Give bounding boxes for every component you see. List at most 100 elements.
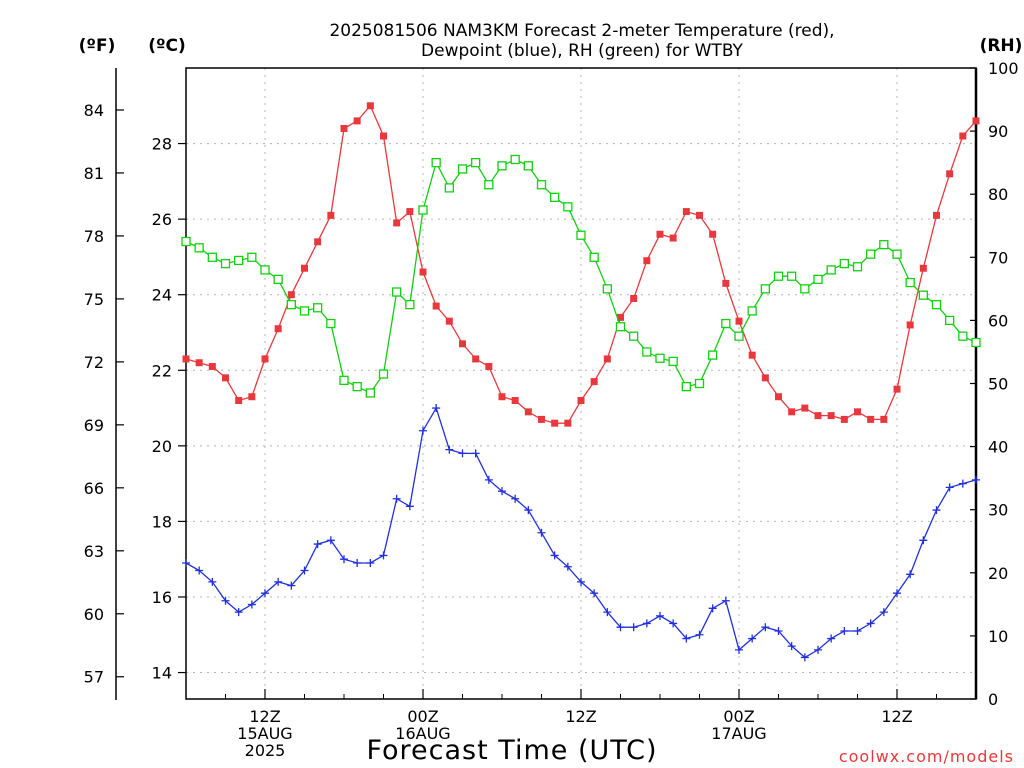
data-point-dewpoint xyxy=(853,626,862,635)
rh-tick-label: 70 xyxy=(988,248,1008,267)
data-point-temperature xyxy=(380,132,387,140)
data-point-dewpoint xyxy=(458,449,467,458)
data-point-dewpoint xyxy=(432,404,441,413)
data-point-temperature xyxy=(656,230,664,238)
data-point-temperature xyxy=(827,412,835,420)
data-point-rh xyxy=(642,347,652,357)
celsius-tick-label: 26 xyxy=(152,210,172,229)
data-point-dewpoint xyxy=(787,642,796,651)
data-point-temperature xyxy=(287,291,295,299)
data-point-dewpoint xyxy=(208,577,217,586)
data-point-dewpoint xyxy=(945,483,954,492)
fahrenheit-tick-label: 75 xyxy=(84,290,104,309)
data-point-temperature xyxy=(933,211,940,219)
data-point-temperature xyxy=(577,397,585,405)
data-point-temperature xyxy=(235,397,243,405)
data-point-dewpoint xyxy=(313,540,322,549)
data-point-temperature xyxy=(498,393,506,401)
x-tick-label: 00Z xyxy=(723,707,754,726)
data-point-temperature xyxy=(682,208,690,216)
fahrenheit-tick-label: 84 xyxy=(84,101,104,120)
data-point-temperature xyxy=(222,374,229,382)
data-point-temperature xyxy=(617,313,624,321)
data-point-rh xyxy=(576,230,586,240)
data-point-temperature xyxy=(366,102,374,110)
data-point-dewpoint xyxy=(735,645,743,654)
data-point-dewpoint xyxy=(221,596,230,605)
data-point-temperature xyxy=(274,325,282,333)
data-point-temperature xyxy=(735,317,743,325)
data-point-rh xyxy=(392,287,402,297)
fahrenheit-tick-label: 81 xyxy=(84,164,104,183)
rh-tick-label: 80 xyxy=(988,185,1008,204)
data-point-rh xyxy=(734,331,744,341)
data-point-temperature xyxy=(314,238,322,246)
fahrenheit-tick-label: 60 xyxy=(84,605,104,624)
data-point-rh xyxy=(273,274,283,285)
data-point-temperature xyxy=(406,208,414,216)
celsius-tick-label: 22 xyxy=(152,361,172,380)
data-point-rh xyxy=(602,284,612,294)
data-point-temperature xyxy=(445,317,453,325)
data-point-rh xyxy=(655,353,665,363)
data-point-rh xyxy=(760,284,770,294)
rh-tick-label: 10 xyxy=(988,627,1008,646)
data-point-dewpoint xyxy=(919,536,928,545)
data-point-temperature xyxy=(182,355,190,363)
data-point-dewpoint xyxy=(182,558,190,567)
data-point-rh xyxy=(181,236,191,247)
data-point-dewpoint xyxy=(932,506,941,515)
data-point-dewpoint xyxy=(234,608,243,617)
data-point-temperature xyxy=(551,419,559,427)
data-point-temperature xyxy=(709,230,717,238)
series-dewpoint xyxy=(182,404,980,662)
data-point-rh xyxy=(444,183,454,193)
data-point-temperature xyxy=(603,355,611,363)
x-tick-label: 2025 xyxy=(245,741,286,760)
data-point-rh xyxy=(484,180,494,190)
data-point-temperature xyxy=(419,268,427,276)
data-point-temperature xyxy=(208,362,216,370)
data-point-temperature xyxy=(511,397,519,405)
celsius-tick-label: 24 xyxy=(152,286,172,305)
data-point-rh xyxy=(194,243,204,253)
rh-tick-label: 100 xyxy=(988,59,1019,78)
rh-tick-label: 20 xyxy=(988,564,1008,583)
data-point-rh xyxy=(945,315,955,326)
data-point-temperature xyxy=(485,362,493,370)
data-point-dewpoint xyxy=(379,551,388,560)
data-point-temperature xyxy=(775,393,782,401)
data-point-temperature xyxy=(814,412,822,420)
fahrenheit-unit-label: (ºF) xyxy=(79,36,116,56)
data-point-temperature xyxy=(327,211,335,219)
data-point-dewpoint xyxy=(669,619,678,628)
data-point-rh xyxy=(918,290,928,300)
data-point-dewpoint xyxy=(748,634,757,643)
data-point-dewpoint xyxy=(721,596,730,605)
data-point-dewpoint xyxy=(261,589,269,598)
data-point-rh xyxy=(931,299,942,310)
fahrenheit-tick-label: 57 xyxy=(84,668,104,687)
data-point-dewpoint xyxy=(708,604,717,613)
data-point-dewpoint xyxy=(498,487,506,496)
data-point-rh xyxy=(852,262,863,272)
data-point-dewpoint xyxy=(840,626,849,635)
data-point-rh xyxy=(326,318,336,329)
data-point-temperature xyxy=(353,117,361,125)
data-point-temperature xyxy=(801,404,809,412)
data-point-rh xyxy=(523,161,533,171)
data-point-rh xyxy=(563,202,573,212)
data-point-dewpoint xyxy=(800,653,809,662)
data-point-rh xyxy=(800,284,810,294)
data-point-dewpoint xyxy=(629,623,638,632)
data-point-dewpoint xyxy=(445,445,454,454)
data-point-dewpoint xyxy=(577,577,585,586)
data-point-temperature xyxy=(261,355,269,363)
data-point-rh xyxy=(286,299,296,310)
data-point-dewpoint xyxy=(471,449,480,458)
celsius-tick-label: 14 xyxy=(152,664,172,683)
x-tick-label: 00Z xyxy=(407,707,438,726)
data-point-dewpoint xyxy=(524,506,533,515)
data-point-rh xyxy=(405,299,415,310)
data-point-rh xyxy=(457,164,468,174)
